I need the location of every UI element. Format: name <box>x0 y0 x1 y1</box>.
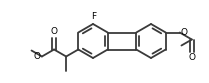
Text: O: O <box>34 52 41 61</box>
Text: O: O <box>188 54 195 62</box>
Text: O: O <box>51 26 57 36</box>
Text: O: O <box>181 28 188 37</box>
Text: F: F <box>92 12 97 21</box>
